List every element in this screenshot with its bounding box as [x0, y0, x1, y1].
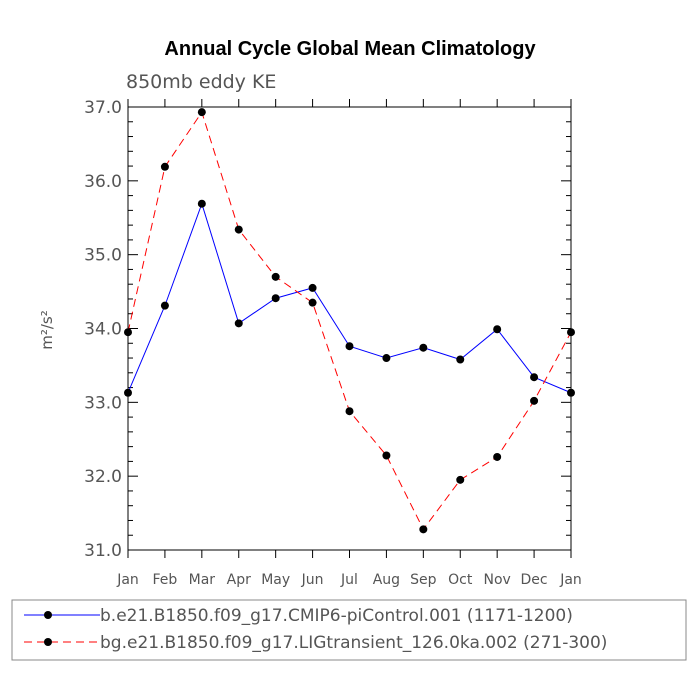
x-tick-label: Jan: [559, 572, 582, 588]
legend-marker-2: [44, 638, 52, 646]
plot-frame: [127, 106, 572, 551]
series-2-point: [493, 452, 502, 461]
x-tick-label: Dec: [521, 572, 548, 588]
series-1-point: [419, 343, 428, 352]
y-tick-label: 35.0: [84, 246, 122, 266]
series-2-point: [234, 225, 243, 234]
x-tick-label: Apr: [227, 572, 251, 588]
x-tick-label: Nov: [484, 572, 511, 588]
series-1-point: [234, 319, 243, 328]
series-2-point: [345, 407, 354, 416]
legend-box: [11, 599, 687, 661]
y-axis-label: m²/s²: [38, 310, 56, 350]
series-1-point: [308, 283, 317, 292]
y-tick-label: 32.0: [84, 467, 122, 487]
y-tick-label: 34.0: [84, 320, 122, 340]
series-2-point: [271, 272, 280, 281]
x-tick-label: Mar: [189, 572, 216, 588]
plot-layer: 31.0 32.0 33.0 34.0 35.0 36.0 37.0 Jan Feb Mar Apr…: [84, 98, 582, 588]
series-2-point: [197, 108, 206, 117]
x-tick-label: Jan: [116, 572, 139, 588]
series-1-point: [160, 301, 169, 310]
series-line-1: [127, 202, 572, 394]
y-tick-label: 31.0: [84, 541, 122, 561]
chart-subtitle: 850mb eddy KE: [126, 71, 276, 93]
legend-label-1: b.e21.B1850.f09_g17.CMIP6-piControl.001 …: [100, 606, 573, 626]
series-1-point: [493, 325, 502, 334]
x-tick-label: Oct: [448, 572, 473, 588]
legend-marker-1: [44, 611, 52, 619]
series-line-2: [127, 111, 572, 531]
series-1-point: [197, 199, 206, 208]
legend: b.e21.B1850.f09_g17.CMIP6-piControl.001 …: [11, 599, 687, 661]
x-tick-label: Aug: [373, 572, 400, 588]
series-2-point: [456, 475, 465, 484]
series-2-point: [308, 298, 317, 307]
series-1-point: [271, 294, 280, 303]
series-2-point: [124, 328, 132, 337]
series-2-point: [160, 162, 169, 171]
y-tick-label: 36.0: [84, 172, 122, 192]
x-tick-label: Sep: [410, 572, 437, 588]
series-1-point: [345, 342, 354, 351]
series-1-point: [456, 355, 465, 364]
series-1-point: [382, 354, 391, 363]
series-1-point: [567, 388, 575, 397]
series-2-point: [382, 451, 391, 460]
x-tick-label: May: [261, 572, 290, 588]
series-1-point: [124, 388, 132, 397]
series-1-point: [530, 373, 539, 382]
legend-label-2: bg.e21.B1850.f09_g17.LIGtransient_126.0k…: [100, 633, 607, 653]
chart-title: Annual Cycle Global Mean Climatology: [164, 38, 536, 60]
y-tick-label: 33.0: [84, 393, 122, 413]
series-2-point: [419, 525, 428, 534]
x-tick-label: Jul: [340, 572, 358, 588]
x-tick-label: Feb: [153, 572, 178, 588]
x-tick-label: Jun: [301, 572, 324, 588]
series-2-point: [567, 328, 575, 337]
y-tick-label: 37.0: [84, 98, 122, 118]
series-2-point: [530, 396, 539, 405]
